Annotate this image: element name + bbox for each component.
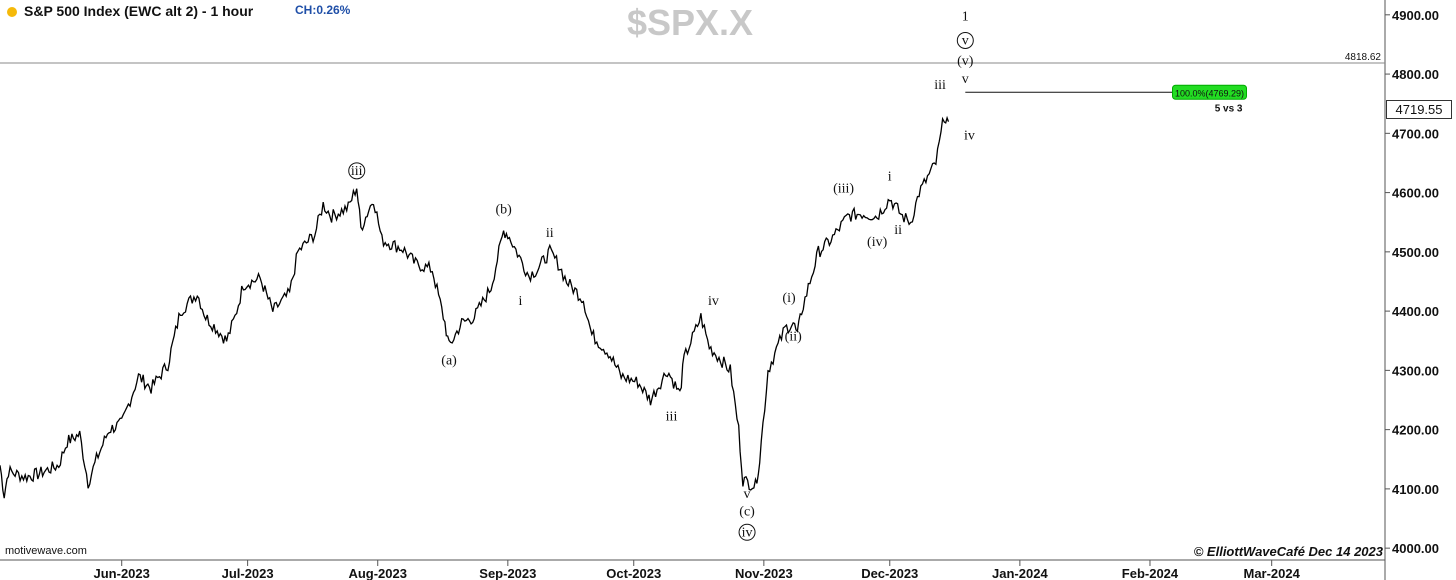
credit-footer: © ElliottWaveCafé Dec 14 2023 <box>1193 544 1383 559</box>
y-tick-label: 4000.00 <box>1392 541 1439 556</box>
wave-label: (i) <box>782 291 796 306</box>
x-tick-label: Jan-2024 <box>992 566 1048 580</box>
projection-label: 100.0%(4769.29) <box>1175 88 1244 98</box>
wave-label: (c) <box>739 505 755 520</box>
wave-label: (ii) <box>785 330 802 345</box>
wave-label: ii <box>894 223 902 238</box>
x-tick-label: Jun-2023 <box>94 566 150 580</box>
last-price-tag: 4719.55 <box>1386 100 1452 119</box>
price-line <box>0 115 950 499</box>
x-tick-label: Oct-2023 <box>606 566 661 580</box>
wave-label: iv <box>708 294 719 309</box>
x-tick-label: Mar-2024 <box>1243 566 1300 580</box>
x-axis: Jun-2023 Jul-2023 Aug-2023 Sep-2023 Oct-2023… <box>94 560 1301 580</box>
brand-footer: motivewave.com <box>5 545 87 557</box>
wave-label: (b) <box>495 202 512 217</box>
x-tick-label: Sep-2023 <box>479 566 536 580</box>
wave-label: iv <box>742 525 753 540</box>
wave-label: iv <box>964 128 975 143</box>
x-tick-label: Dec-2023 <box>861 566 918 580</box>
y-tick-label: 4600.00 <box>1392 186 1439 201</box>
wave-label: (v) <box>957 54 974 69</box>
x-tick-label: Feb-2024 <box>1122 566 1179 580</box>
reference-line-label: 4818.62 <box>1345 52 1382 63</box>
y-axis: 4000.00 4100.00 4200.00 4300.00 4400.00 4500.… <box>1385 8 1439 556</box>
wave-label: iii <box>351 164 363 179</box>
wave-label: v <box>962 72 969 87</box>
symbol-watermark: $SPX.X <box>626 2 754 43</box>
status-dot <box>7 7 17 17</box>
wave-label: 1 <box>962 10 969 25</box>
y-tick-label: 4800.00 <box>1392 67 1439 82</box>
change-readout: CH:0.26% <box>295 3 351 17</box>
y-tick-label: 4500.00 <box>1392 245 1439 260</box>
x-tick-label: Nov-2023 <box>735 566 793 580</box>
wave-label: iii <box>666 410 678 425</box>
x-tick-label: Jul-2023 <box>222 566 274 580</box>
reference-line: 4818.62 <box>0 52 1385 64</box>
wave-label: (a) <box>441 353 457 368</box>
y-tick-label: 4700.00 <box>1392 126 1439 141</box>
chart-title: S&P 500 Index (EWC alt 2) - 1 hour <box>24 3 254 19</box>
wave-circle <box>348 162 366 180</box>
wave-label: (iv) <box>867 235 888 250</box>
projection-box <box>1172 84 1247 100</box>
projection-note: 5 vs 3 <box>1215 103 1243 114</box>
wave-label: v <box>744 487 751 502</box>
y-tick-label: 4100.00 <box>1392 482 1439 497</box>
wave-label: ii <box>546 226 554 241</box>
wave-labels: iii(a)(b)iiiiiiivv(c)iv(i)(ii)(iii)(iv)i… <box>348 10 975 541</box>
wave-label: i <box>888 170 892 185</box>
x-tick-label: Aug-2023 <box>348 566 407 580</box>
y-tick-label: 4300.00 <box>1392 363 1439 378</box>
plot-frame <box>0 0 1386 580</box>
wave-circle <box>956 31 974 49</box>
y-tick-label: 4200.00 <box>1392 423 1439 438</box>
projection: 100.0%(4769.29) 5 vs 3 <box>965 84 1247 114</box>
wave-label: iii <box>934 78 946 93</box>
wave-circle <box>738 523 756 541</box>
wave-label: (iii) <box>833 182 854 197</box>
y-tick-label: 4900.00 <box>1392 8 1439 23</box>
price-series <box>0 115 950 499</box>
wave-label: v <box>962 33 969 48</box>
y-tick-label: 4400.00 <box>1392 304 1439 319</box>
wave-label: i <box>518 294 522 309</box>
